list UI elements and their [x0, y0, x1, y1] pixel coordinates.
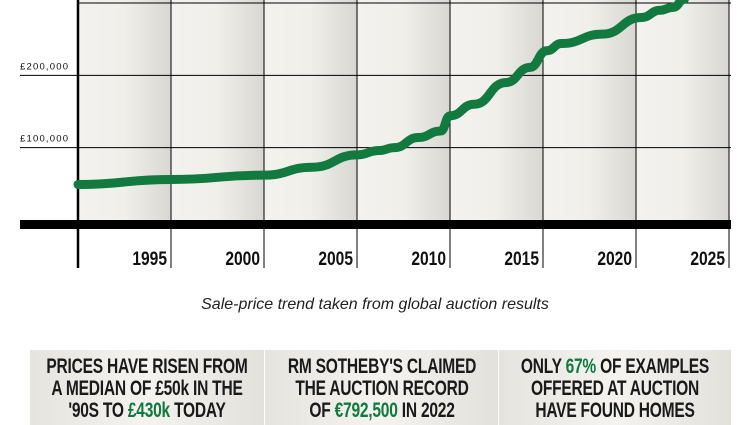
x-tick-label: 1995 [132, 248, 167, 270]
fact-text: OF [308, 399, 335, 422]
price-line [73, 0, 689, 190]
fact-line: THE AUCTION RECORD [294, 377, 469, 400]
grid-cell [171, 0, 264, 220]
fact-box-price-rise: PRICES HAVE RISEN FROM A MEDIAN OF £50k I… [30, 350, 264, 425]
fact-line: A MEDIAN OF £50k IN THE [51, 377, 243, 400]
fact-line: OFFERED AT AUCTION [530, 377, 700, 400]
price-trend-chart: £100,000 £200,000 1995 2000 2005 2010 2015 202… [20, 0, 731, 270]
x-tick-label: 2000 [225, 248, 260, 270]
grid-cell [636, 0, 729, 220]
chart-caption: Sale-price trend taken from global aucti… [201, 296, 549, 313]
x-tick-label: 2005 [318, 248, 353, 270]
fact-box-sell-rate: ONLY 67% OF EXAMPLES OFFERED AT AUCTION HA… [499, 350, 731, 425]
x-tick-label: 2025 [690, 248, 725, 270]
fact-text: TODAY [169, 399, 226, 422]
x-tick-label: 2015 [504, 248, 539, 270]
grid-cell [357, 0, 450, 220]
x-tick-label: 2020 [597, 248, 632, 270]
x-tick-label: 2010 [411, 248, 446, 270]
fact-highlight: 67% [565, 355, 597, 378]
fact-line: RM SOTHEBY'S CLAIMED [287, 355, 476, 378]
fact-text: OF EXAMPLES [596, 355, 710, 378]
fact-line: PRICES HAVE RISEN FROM [46, 355, 248, 378]
grid-cell [264, 0, 357, 220]
fact-box-auction-record: RM SOTHEBY'S CLAIMED THE AUCTION RECORD OF… [265, 350, 498, 425]
fact-highlight: £430k [127, 399, 170, 422]
y-tick-label: £100,000 [20, 134, 68, 145]
x-axis-baseline [20, 220, 731, 229]
fact-highlight: €792,500 [334, 399, 398, 422]
fact-text: ONLY [520, 355, 566, 378]
fact-text: IN 2022 [397, 399, 455, 422]
fact-line: HAVE FOUND HOMES [535, 399, 695, 422]
y-tick-label: £200,000 [20, 61, 68, 72]
fact-text: '90S TO [68, 399, 128, 422]
